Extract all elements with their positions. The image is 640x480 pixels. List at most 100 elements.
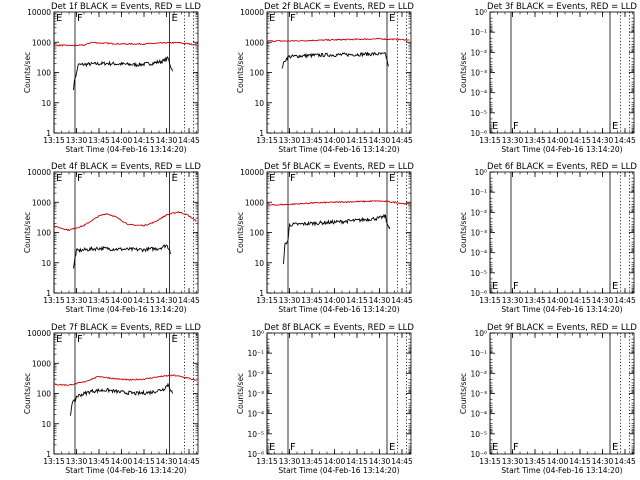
y-tick-label: 10000	[27, 168, 51, 177]
y-tick-label: 1	[46, 129, 51, 138]
event-marker-label: E	[492, 281, 498, 292]
x-tick-label: 13:45	[88, 136, 110, 145]
panel-det-1: Det 1f BLACK = Events, RED = LLD 1 10 100 10…	[23, 2, 201, 154]
x-axis-label: Start Time (04-Feb-16 13:14:20)	[65, 145, 186, 154]
x-tick-label: 13:30	[66, 136, 88, 145]
x-tick-label: 14:45	[178, 296, 200, 305]
y-tick-label: 10⁻⁵	[470, 430, 487, 439]
y-tick-label: 1000	[32, 359, 51, 368]
x-tick-label: 14:00	[324, 296, 346, 305]
x-tick-label: 13:45	[524, 136, 546, 145]
x-axis-label: Start Time (04-Feb-16 13:14:20)	[278, 145, 399, 154]
plot-frame	[53, 11, 199, 134]
x-tick-label: 14:45	[178, 136, 200, 145]
event-marker-label: F	[513, 121, 519, 132]
event-marker-label: F	[77, 173, 83, 184]
x-tick-label: 13:30	[279, 457, 301, 466]
y-tick-label: 10⁻⁶	[470, 289, 487, 298]
x-tick-label: 14:00	[111, 136, 133, 145]
x-tick-label: 14:15	[569, 136, 591, 145]
panel-title: Det 6f BLACK = Events, RED = LLD	[487, 162, 637, 172]
x-tick-label: 14:30	[156, 296, 178, 305]
x-tick-label: 14:15	[569, 457, 591, 466]
events-series-line	[73, 55, 173, 91]
x-tick-label: 14:00	[547, 136, 569, 145]
x-tick-label: 13:30	[502, 136, 524, 145]
x-axis-label: Start Time (04-Feb-16 13:14:20)	[278, 466, 399, 475]
event-marker-label: E	[269, 173, 275, 184]
y-tick-label: 10000	[240, 8, 264, 17]
y-tick-label: 1	[46, 289, 51, 298]
y-tick-label: 10⁻³	[470, 69, 487, 78]
x-tick-label: 13:15	[479, 457, 501, 466]
event-marker-label: E	[389, 13, 395, 24]
y-tick-label: 10⁻⁴	[470, 249, 487, 258]
y-tick-label: 10⁻³	[470, 390, 487, 399]
x-tick-label: 13:15	[256, 136, 278, 145]
y-axis-label: Counts/sec	[236, 212, 245, 253]
event-marker-label: F	[77, 13, 83, 24]
event-marker-label: E	[612, 281, 618, 292]
panel-det-7: Det 7f BLACK = Events, RED = LLD 1 10 100 10…	[23, 323, 201, 475]
y-tick-label: 1	[46, 450, 51, 459]
events-series-line	[283, 213, 391, 265]
x-tick-label: 14:00	[324, 457, 346, 466]
x-tick-label: 14:30	[592, 296, 614, 305]
y-tick-label: 10⁻⁶	[470, 129, 487, 138]
y-tick-label: 10000	[240, 168, 264, 177]
y-tick-label: 10⁻⁴	[470, 410, 487, 419]
x-tick-label: 13:45	[301, 136, 323, 145]
x-axis-label: Start Time (04-Feb-16 13:14:20)	[65, 466, 186, 475]
x-tick-label: 13:15	[479, 136, 501, 145]
x-tick-label: 14:45	[391, 457, 413, 466]
x-tick-label: 14:30	[369, 296, 391, 305]
x-tick-label: 14:00	[547, 296, 569, 305]
y-axis-label: Counts/sec	[23, 373, 32, 414]
panel-title: Det 1f BLACK = Events, RED = LLD	[51, 2, 201, 12]
y-tick-label: 100	[250, 69, 265, 78]
y-tick-label: 10⁻³	[470, 229, 487, 238]
x-tick-label: 14:45	[391, 136, 413, 145]
y-tick-label: 10⁻⁵	[247, 430, 264, 439]
plot-frame	[266, 11, 412, 134]
y-tick-label: 10⁻⁴	[247, 410, 264, 419]
x-tick-label: 14:30	[592, 136, 614, 145]
lld-series-line	[53, 211, 197, 232]
y-tick-label: 10000	[27, 329, 51, 338]
y-axis-label: Counts/sec	[459, 373, 468, 414]
event-marker-label: F	[290, 442, 296, 453]
event-marker-label: F	[513, 442, 519, 453]
event-marker-label: F	[513, 281, 519, 292]
x-tick-label: 13:15	[256, 457, 278, 466]
x-tick-label: 13:45	[88, 457, 110, 466]
panel-title: Det 7f BLACK = Events, RED = LLD	[51, 323, 201, 333]
y-tick-label: 1000	[245, 198, 264, 207]
y-axis-label: Counts/sec	[236, 52, 245, 93]
event-marker-label: E	[612, 442, 618, 453]
y-tick-label: 10⁻⁵	[470, 269, 487, 278]
y-tick-label: 1000	[32, 38, 51, 47]
x-tick-label: 13:45	[88, 296, 110, 305]
x-tick-label: 14:15	[346, 296, 368, 305]
x-tick-label: 14:00	[324, 136, 346, 145]
panel-det-4: Det 4f BLACK = Events, RED = LLD 1 10 100 10…	[23, 162, 201, 314]
event-marker-label: F	[290, 13, 296, 24]
y-tick-label: 10⁻²	[247, 369, 264, 378]
x-tick-label: 13:15	[43, 457, 65, 466]
y-tick-label: 1	[259, 129, 264, 138]
event-marker-label: E	[492, 121, 498, 132]
y-tick-label: 10⁻²	[470, 48, 487, 57]
x-tick-label: 13:30	[279, 296, 301, 305]
x-tick-label: 14:30	[592, 457, 614, 466]
lld-series-line	[53, 41, 197, 47]
x-axis-label: Start Time (04-Feb-16 13:14:20)	[501, 466, 622, 475]
x-tick-label: 13:45	[301, 457, 323, 466]
y-tick-label: 10⁻⁴	[470, 89, 487, 98]
x-tick-label: 13:30	[66, 457, 88, 466]
y-axis-label: Counts/sec	[459, 212, 468, 253]
x-tick-label: 14:45	[614, 136, 636, 145]
event-marker-label: E	[56, 334, 62, 345]
x-axis-label: Start Time (04-Feb-16 13:14:20)	[501, 305, 622, 314]
y-tick-label: 100	[250, 229, 265, 238]
